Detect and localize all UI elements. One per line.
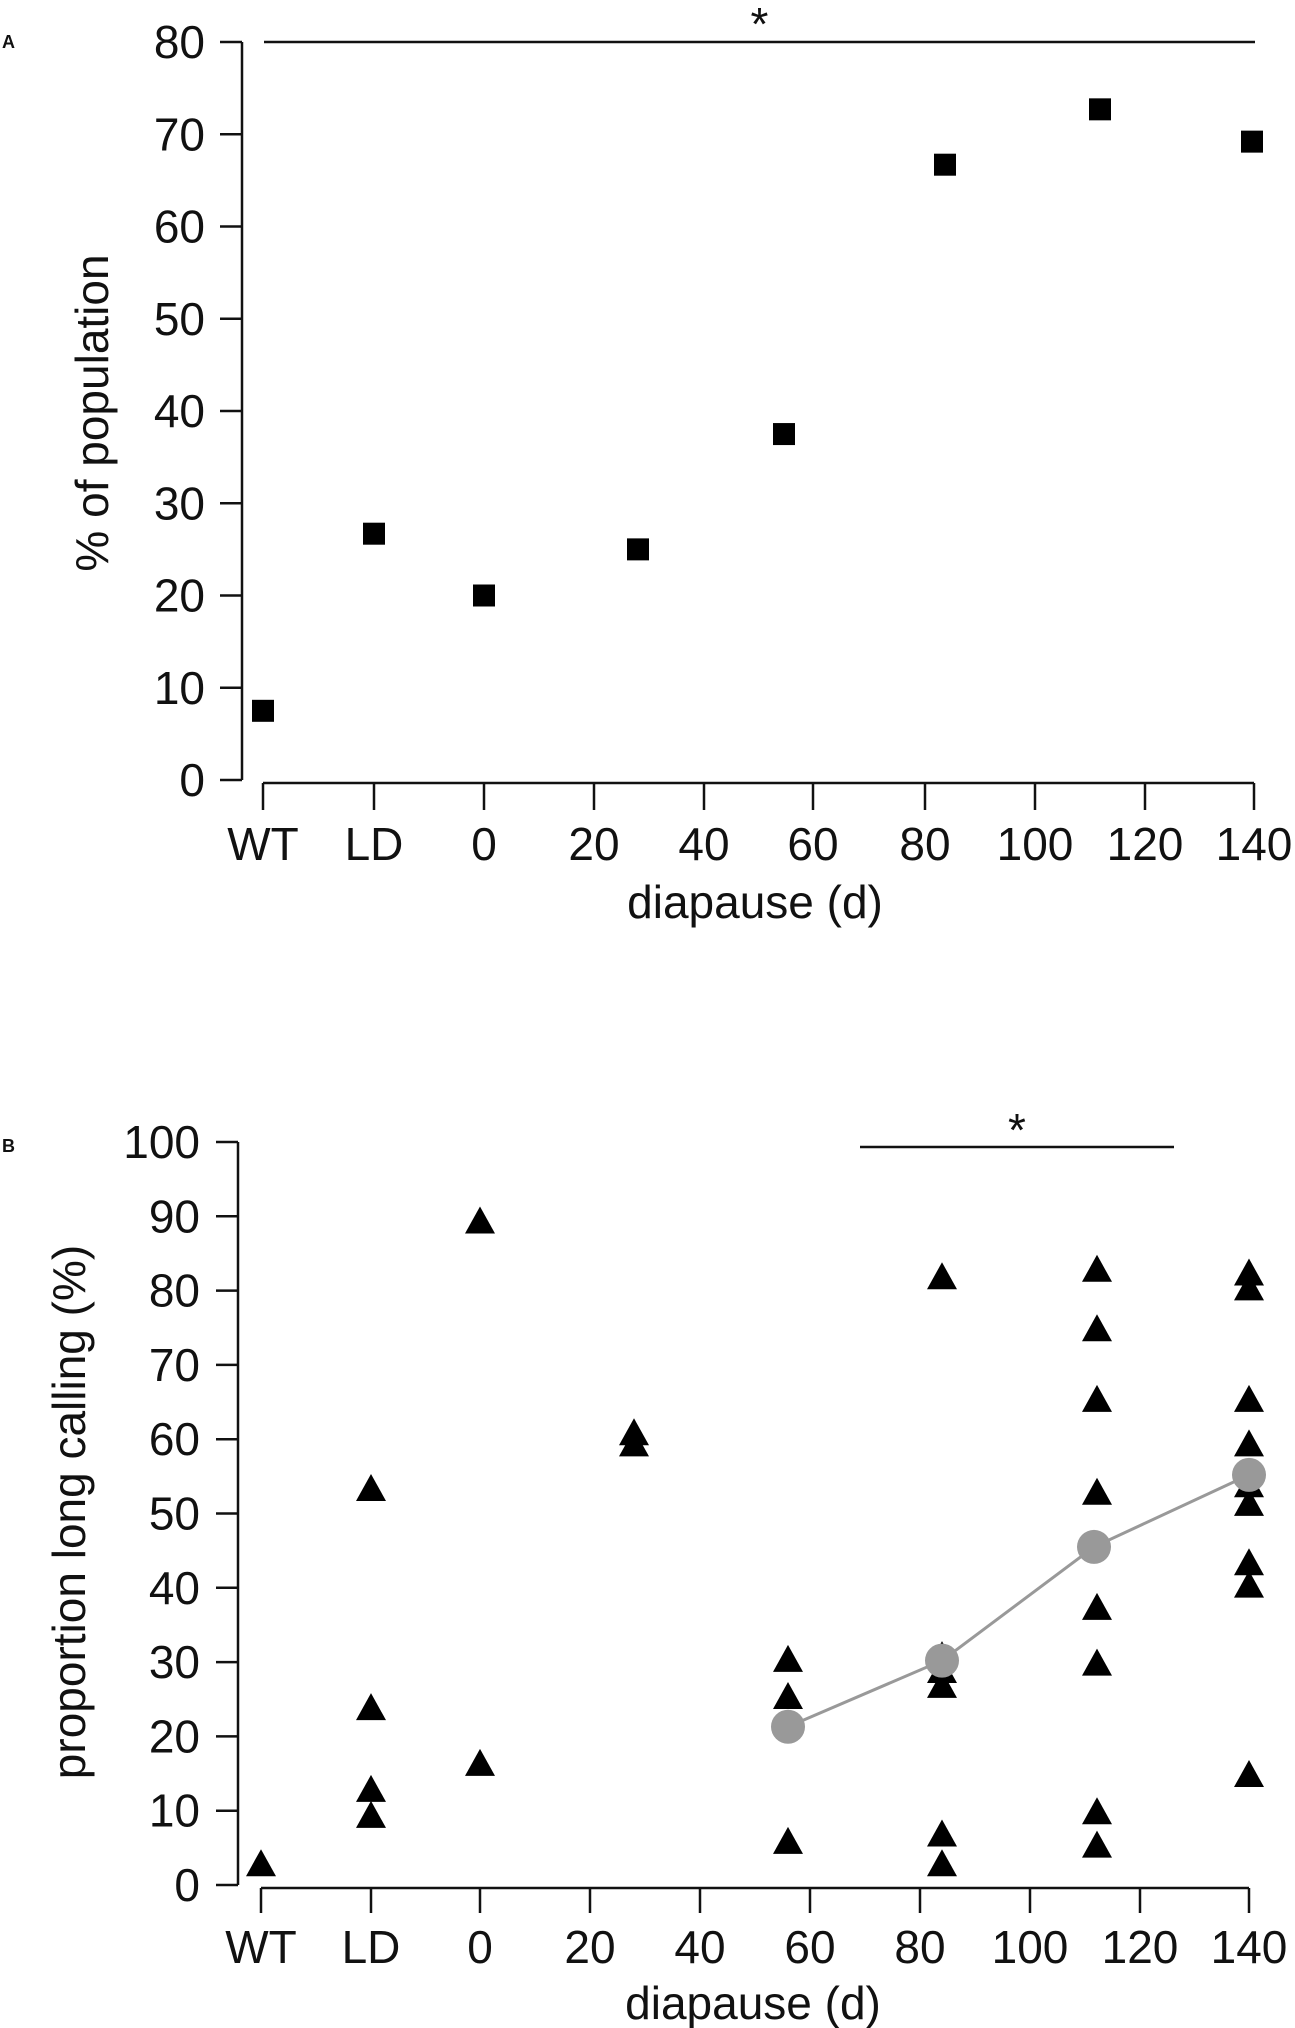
data-point-triangle	[356, 1800, 386, 1828]
data-point-triangle	[1082, 1384, 1112, 1412]
data-point-triangle	[773, 1826, 803, 1854]
data-point-triangle	[1082, 1477, 1112, 1505]
data-point-triangle	[356, 1473, 386, 1501]
data-point-triangle	[927, 1262, 957, 1290]
data-point-square	[1241, 130, 1263, 153]
y-axis-title: proportion long calling (%)	[43, 1245, 95, 1779]
x-tick-label: 140	[1216, 818, 1293, 870]
y-tick-label: 20	[154, 570, 205, 622]
data-point-triangle	[927, 1849, 957, 1877]
x-tick-label: WT	[225, 1921, 297, 1973]
x-tick-label: LD	[345, 818, 404, 870]
data-point-triangle	[1234, 1488, 1264, 1516]
y-tick-label: 70	[154, 108, 205, 160]
data-point-triangle	[1234, 1429, 1264, 1457]
x-tick-label: 100	[997, 818, 1074, 870]
x-tick-label: 20	[564, 1921, 615, 1973]
data-point-triangle	[356, 1774, 386, 1802]
mean-line	[787, 1473, 1250, 1729]
data-point-square	[627, 538, 649, 561]
data-point-triangle	[773, 1682, 803, 1710]
data-point-triangle	[1082, 1648, 1112, 1676]
data-point-triangle	[1082, 1314, 1112, 1342]
y-tick-label: 60	[154, 201, 205, 253]
y-tick-label: 30	[149, 1636, 200, 1688]
data-point-triangle	[465, 1748, 495, 1776]
y-tick-label: 40	[154, 385, 205, 437]
x-axis-title: diapause (d)	[625, 1977, 881, 2028]
data-point-triangle	[1082, 1797, 1112, 1825]
y-tick-label: 60	[149, 1413, 200, 1465]
data-point-triangle	[465, 1206, 495, 1234]
data-point-triangle	[619, 1429, 649, 1457]
data-point-triangle	[1082, 1254, 1112, 1282]
data-point-triangle	[1234, 1570, 1264, 1598]
data-point-triangle	[1234, 1384, 1264, 1412]
x-tick-label: 20	[568, 818, 619, 870]
mean-point	[1077, 1529, 1111, 1564]
y-tick-label: 10	[149, 1785, 200, 1837]
data-point-triangle	[1234, 1258, 1264, 1286]
data-point-square	[1089, 98, 1111, 121]
significance-star: *	[751, 0, 769, 50]
data-point-square	[773, 423, 795, 446]
panel-letter: B	[2, 1136, 15, 1156]
x-tick-label: 140	[1211, 1921, 1288, 1973]
data-point-triangle	[1234, 1760, 1264, 1788]
y-tick-label: 50	[154, 293, 205, 345]
y-tick-label: 30	[154, 477, 205, 529]
y-tick-label: 0	[174, 1859, 200, 1911]
y-axis-title: % of population	[66, 254, 118, 571]
data-point-triangle	[773, 1644, 803, 1672]
x-tick-label: 80	[894, 1921, 945, 1973]
data-point-triangle	[246, 1849, 276, 1877]
y-tick-label: 90	[149, 1190, 200, 1242]
y-tick-label: 80	[149, 1265, 200, 1317]
y-tick-label: 10	[154, 662, 205, 714]
y-tick-label: 70	[149, 1339, 200, 1391]
data-point-square	[363, 522, 385, 545]
data-point-square	[473, 584, 495, 607]
x-tick-label: LD	[342, 1921, 401, 1973]
x-tick-label: 120	[1102, 1921, 1179, 1973]
y-tick-label: 0	[179, 754, 205, 806]
panel-letter: A	[2, 32, 15, 52]
data-point-triangle	[927, 1819, 957, 1847]
y-tick-label: 40	[149, 1562, 200, 1614]
y-tick-label: 20	[149, 1710, 200, 1762]
y-tick-label: 50	[149, 1488, 200, 1540]
y-tick-label: 100	[123, 1116, 200, 1168]
x-axis-title: diapause (d)	[627, 876, 883, 928]
x-tick-label: 120	[1107, 818, 1184, 870]
x-tick-label: 40	[678, 818, 729, 870]
significance-star: *	[1008, 1104, 1026, 1156]
data-point-triangle	[927, 1670, 957, 1698]
data-point-square	[252, 699, 274, 722]
data-point-triangle	[1234, 1548, 1264, 1576]
x-tick-label: 0	[471, 818, 497, 870]
data-point-triangle	[1082, 1830, 1112, 1858]
mean-point	[1232, 1457, 1266, 1492]
x-tick-label: 0	[467, 1921, 493, 1973]
data-point-triangle	[356, 1693, 386, 1721]
y-tick-label: 80	[154, 16, 205, 68]
x-tick-label: 80	[899, 818, 950, 870]
x-tick-label: 100	[992, 1921, 1069, 1973]
mean-point	[925, 1643, 959, 1678]
x-tick-label: 60	[787, 818, 838, 870]
x-tick-label: 40	[674, 1921, 725, 1973]
data-point-triangle	[1234, 1273, 1264, 1301]
data-point-square	[934, 153, 956, 176]
data-point-triangle	[1082, 1592, 1112, 1620]
x-tick-label: 60	[784, 1921, 835, 1973]
x-tick-label: WT	[227, 818, 299, 870]
mean-point	[771, 1709, 805, 1744]
